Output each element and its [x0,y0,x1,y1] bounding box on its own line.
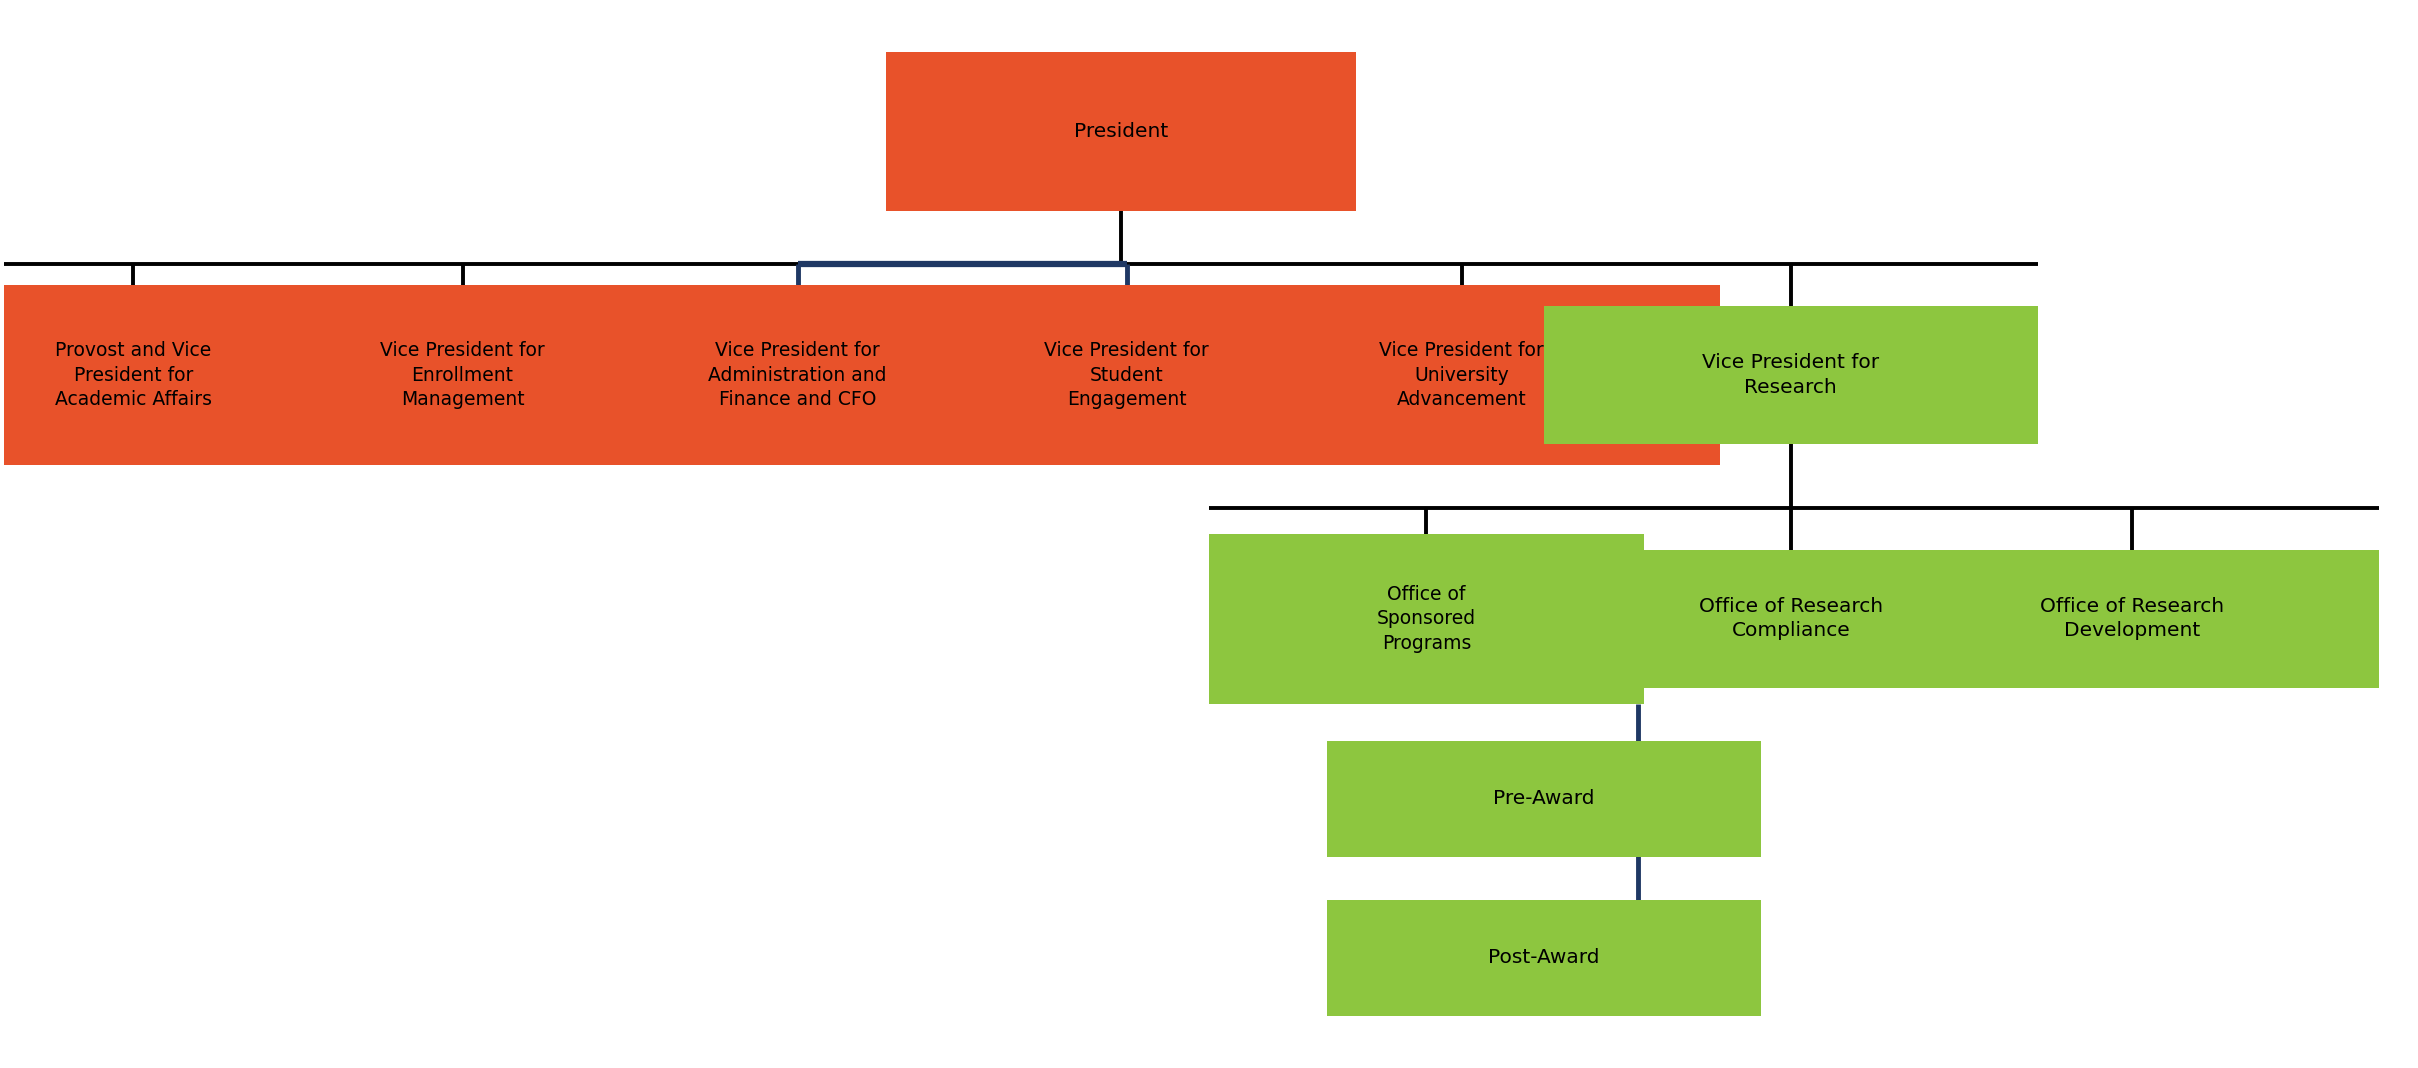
FancyBboxPatch shape [539,285,1057,466]
FancyBboxPatch shape [1209,534,1644,704]
Text: Pre-Award: Pre-Award [1494,789,1596,808]
Text: President: President [1074,122,1168,141]
FancyBboxPatch shape [1545,550,2038,688]
Text: Office of Research
Compliance: Office of Research Compliance [1700,597,1884,641]
FancyBboxPatch shape [0,285,380,466]
FancyBboxPatch shape [885,52,1356,210]
Text: Vice President for
University
Advancement: Vice President for University Advancemen… [1378,342,1545,409]
FancyBboxPatch shape [1327,740,1760,858]
Text: Vice President for
Student
Engagement: Vice President for Student Engagement [1045,342,1209,409]
Text: Vice President for
Administration and
Finance and CFO: Vice President for Administration and Fi… [708,342,887,409]
FancyBboxPatch shape [1204,285,1719,466]
FancyBboxPatch shape [1886,550,2379,688]
Text: Provost and Vice
President for
Academic Affairs: Provost and Vice President for Academic … [56,342,213,409]
Text: Post-Award: Post-Award [1487,948,1601,968]
FancyBboxPatch shape [1327,899,1760,1016]
FancyBboxPatch shape [215,285,708,466]
FancyBboxPatch shape [880,285,1373,466]
FancyBboxPatch shape [1545,307,2038,444]
Text: Office of Research
Development: Office of Research Development [2041,597,2225,641]
Text: Vice President for
Enrollment
Management: Vice President for Enrollment Management [380,342,544,409]
Text: Vice President for
Research: Vice President for Research [1702,354,1879,396]
Text: Office of
Sponsored
Programs: Office of Sponsored Programs [1376,585,1475,653]
